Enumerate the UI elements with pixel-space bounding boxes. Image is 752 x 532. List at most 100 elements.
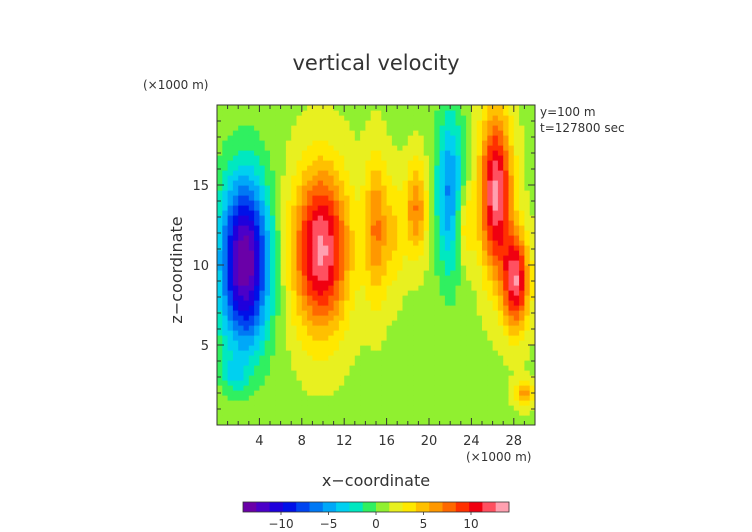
- heatmap-cell: [328, 315, 335, 321]
- heatmap-cell: [227, 415, 234, 421]
- heatmap-cell: [333, 265, 340, 271]
- heatmap-cell: [285, 250, 292, 256]
- heatmap-cell: [227, 115, 234, 121]
- heatmap-cell: [466, 215, 472, 221]
- heatmap-cell: [222, 250, 229, 256]
- heatmap-cell: [291, 215, 298, 221]
- heatmap-cell: [529, 255, 535, 261]
- heatmap-cell: [418, 130, 425, 136]
- heatmap-cell: [328, 170, 335, 176]
- heatmap-cell: [323, 385, 329, 391]
- heatmap-cell: [508, 315, 515, 321]
- heatmap-cell: [280, 400, 287, 406]
- heatmap-cell: [439, 415, 446, 421]
- heatmap-cell: [333, 330, 340, 336]
- heatmap-cell: [227, 240, 234, 246]
- heatmap-cell: [349, 115, 356, 121]
- heatmap-cell: [285, 280, 292, 286]
- heatmap-cell: [317, 150, 324, 156]
- heatmap-cell: [307, 350, 313, 356]
- heatmap-cell: [243, 245, 250, 251]
- heatmap-cell: [259, 310, 266, 316]
- heatmap-cell: [423, 105, 430, 111]
- heatmap-cell: [418, 340, 425, 346]
- heatmap-cell: [354, 165, 361, 171]
- heatmap-cell: [275, 140, 282, 146]
- heatmap-cell: [471, 140, 478, 146]
- heatmap-cell: [270, 105, 276, 111]
- heatmap-cell: [529, 290, 535, 296]
- heatmap-cell: [444, 335, 451, 341]
- heatmap-cell: [476, 385, 483, 391]
- heatmap-cell: [407, 285, 414, 291]
- heatmap-cell: [376, 315, 382, 321]
- heatmap-cell: [529, 155, 535, 161]
- heatmap-cell: [217, 340, 223, 346]
- heatmap-cell: [397, 145, 404, 151]
- heatmap-cell: [471, 385, 478, 391]
- heatmap-cell: [497, 380, 504, 386]
- heatmap-cell: [482, 155, 488, 161]
- heatmap-cell: [275, 235, 282, 241]
- heatmap-cell: [482, 205, 488, 211]
- heatmap-cell: [492, 295, 499, 301]
- heatmap-cell: [365, 155, 372, 161]
- heatmap-cell: [349, 170, 356, 176]
- heatmap-cell: [301, 420, 308, 425]
- heatmap-cell: [455, 175, 462, 181]
- heatmap-cell: [285, 375, 292, 381]
- heatmap-cell: [259, 195, 266, 201]
- heatmap-cell: [227, 235, 234, 241]
- heatmap-cell: [519, 110, 525, 116]
- heatmap-cell: [497, 280, 504, 286]
- heatmap-cell: [460, 285, 467, 291]
- heatmap-cell: [264, 220, 271, 226]
- heatmap-cell: [264, 260, 271, 266]
- heatmap-cell: [413, 140, 419, 146]
- heatmap-cell: [508, 355, 515, 361]
- heatmap-cell: [407, 340, 414, 346]
- heatmap-cell: [323, 390, 329, 396]
- heatmap-cell: [407, 115, 414, 121]
- heatmap-cell: [503, 395, 510, 401]
- heatmap-cell: [285, 305, 292, 311]
- heatmap-cell: [503, 255, 510, 261]
- heatmap-cell: [354, 345, 361, 351]
- heatmap-cell: [222, 340, 229, 346]
- heatmap-cell: [439, 395, 446, 401]
- heatmap-cell: [376, 255, 382, 261]
- heatmap-cell: [508, 205, 515, 211]
- heatmap-cell: [333, 190, 340, 196]
- heatmap-cell: [370, 250, 377, 256]
- heatmap-cell: [524, 130, 531, 136]
- heatmap-cell: [360, 340, 366, 346]
- heatmap-cell: [487, 255, 494, 261]
- heatmap-cell: [285, 115, 292, 121]
- heatmap-cell: [487, 235, 494, 241]
- heatmap-cell: [285, 385, 292, 391]
- heatmap-cell: [365, 120, 372, 126]
- heatmap-cell: [508, 280, 515, 286]
- heatmap-cell: [513, 415, 520, 421]
- heatmap-cell: [291, 245, 298, 251]
- heatmap-cell: [508, 275, 515, 281]
- heatmap-cell: [217, 205, 223, 211]
- heatmap-cell: [238, 325, 245, 331]
- heatmap-cell: [344, 330, 351, 336]
- heatmap-cell: [391, 315, 398, 321]
- heatmap-cell: [476, 130, 483, 136]
- heatmap-cell: [476, 170, 483, 176]
- heatmap-cell: [513, 245, 520, 251]
- heatmap-cell: [482, 325, 488, 331]
- heatmap-cell: [333, 140, 340, 146]
- heatmap-cell: [508, 250, 515, 256]
- heatmap-cell: [333, 420, 340, 425]
- colorbar-tick-label: −5: [320, 517, 338, 531]
- heatmap-cell: [503, 350, 510, 356]
- heatmap-cell: [370, 355, 377, 361]
- heatmap-cell: [497, 215, 504, 221]
- heatmap-cell: [397, 385, 404, 391]
- heatmap-cell: [524, 190, 531, 196]
- heatmap-cell: [376, 210, 382, 216]
- heatmap-cell: [264, 170, 271, 176]
